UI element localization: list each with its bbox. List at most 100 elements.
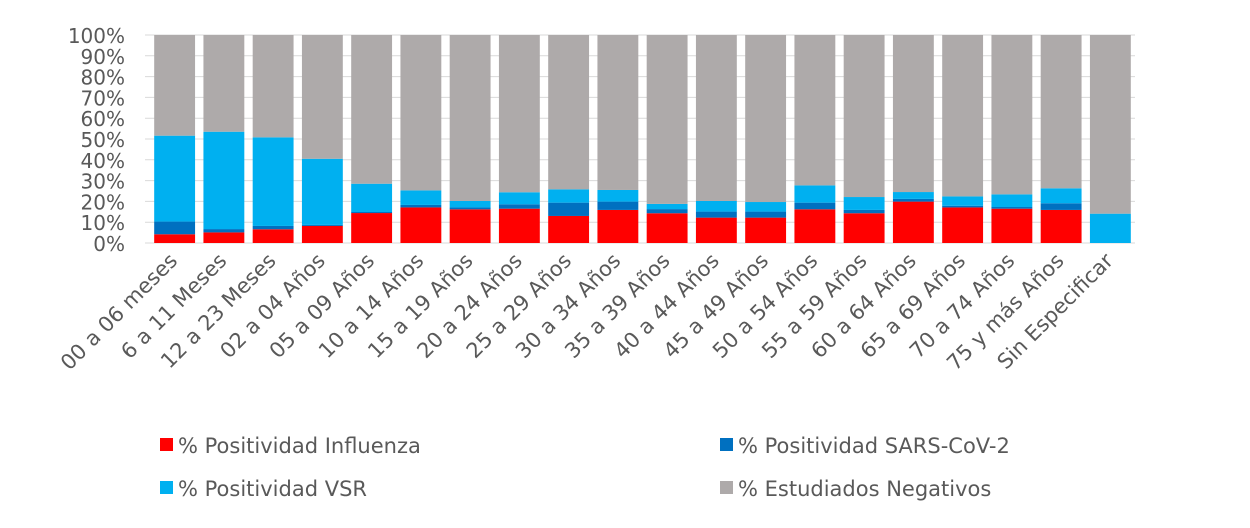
legend-item: % Estudiados Negativos [720,477,991,501]
bar-segment [1040,188,1082,204]
bar-segment [745,202,787,212]
bar-segment [351,35,393,184]
bar-segment [351,213,393,243]
legend-label: % Positividad SARS-CoV-2 [738,434,1010,458]
bar-segment [794,35,836,186]
legend-swatch [160,438,173,451]
bar-segment [892,192,934,199]
bar-segment [695,217,737,243]
bar-segment [695,35,737,201]
legend: % Positividad Influenza % Positividad SAR… [160,434,1010,501]
bar-segment [991,208,1033,243]
bar-segment [1040,203,1082,210]
legend-label: % Estudiados Negativos [738,477,991,501]
bar-segment [597,209,639,243]
y-tick-label: 50% [81,128,125,152]
bar-segment [400,35,442,191]
y-tick-label: 90% [81,45,125,69]
bar-segment [991,194,1033,208]
bar-segment [498,35,540,193]
bar-segment [449,209,491,243]
bar-segment [400,204,442,208]
bar-segment [154,234,196,243]
y-tick-label: 0% [93,232,125,256]
bar-segment [203,229,245,233]
bar-segment [301,158,343,225]
bar-segment [1040,35,1082,189]
y-tick-label: 20% [81,190,125,214]
bar-segment [449,35,491,201]
legend-item: % Positividad VSR [160,477,367,501]
y-tick-label: 30% [81,170,125,194]
bar-segment [351,183,393,213]
bar-segment [351,212,393,214]
y-tick-label: 100% [68,24,125,48]
bar-segment [498,208,540,243]
bar-segment [252,225,294,230]
bar-segment [892,201,934,243]
bar-segment [154,221,196,235]
bar-segment [498,192,540,205]
bar-segment [449,200,491,208]
legend-label: % Positividad Influenza [178,434,421,458]
bar-segment [301,35,343,159]
bar-segment [646,35,688,204]
bar-segment [548,35,590,190]
bar-segment [1040,209,1082,243]
legend-label: % Positividad VSR [178,477,367,501]
bar-segment [843,209,885,214]
bar-segment [252,229,294,243]
bar-segment [646,213,688,243]
bar-segment [646,209,688,214]
bar-segment [301,225,343,243]
bar-segment [843,197,885,210]
legend-item: % Positividad Influenza [160,434,421,458]
legend-swatch [160,481,173,494]
bar-segment [203,232,245,243]
y-tick-label: 10% [81,211,125,235]
bar-segment [991,35,1033,195]
legend-swatch [720,438,733,451]
bar-segment [991,207,1033,209]
bar-segment [745,211,787,218]
bar-segment [548,202,590,216]
bar-segment [154,135,196,222]
bar-segment [400,207,442,243]
bar-segment [942,205,984,208]
bar-segment [301,224,343,226]
legend-item: % Positividad SARS-CoV-2 [720,434,1010,458]
bar-segment [548,189,590,203]
y-axis-ticks: 0%10%20%30%40%50%60%70%80%90%100% [68,24,125,256]
bar-segment [203,131,245,230]
bar-segment [942,35,984,197]
bars [154,35,1131,243]
bar-segment [695,211,737,218]
bar-segment [892,35,934,193]
bar-segment [597,35,639,190]
bar-segment [745,35,787,203]
bar-segment [843,213,885,243]
bar-segment [745,217,787,243]
y-tick-label: 80% [81,66,125,90]
y-tick-label: 70% [81,86,125,110]
bar-segment [646,203,688,210]
bar-segment [449,207,491,210]
bar-segment [252,35,294,138]
bar-segment [548,215,590,243]
bar-segment [942,207,984,243]
legend-swatch [720,481,733,494]
bar-segment [400,190,442,205]
bar-segment [597,189,639,202]
bar-segment [252,137,294,226]
y-tick-label: 40% [81,149,125,173]
y-tick-label: 60% [81,107,125,131]
bar-segment [942,196,984,206]
bar-segment [498,204,540,209]
bar-segment [154,35,196,136]
bar-segment [597,201,639,210]
bar-segment [892,198,934,202]
bar-segment [695,200,737,212]
bar-segment [203,35,245,132]
